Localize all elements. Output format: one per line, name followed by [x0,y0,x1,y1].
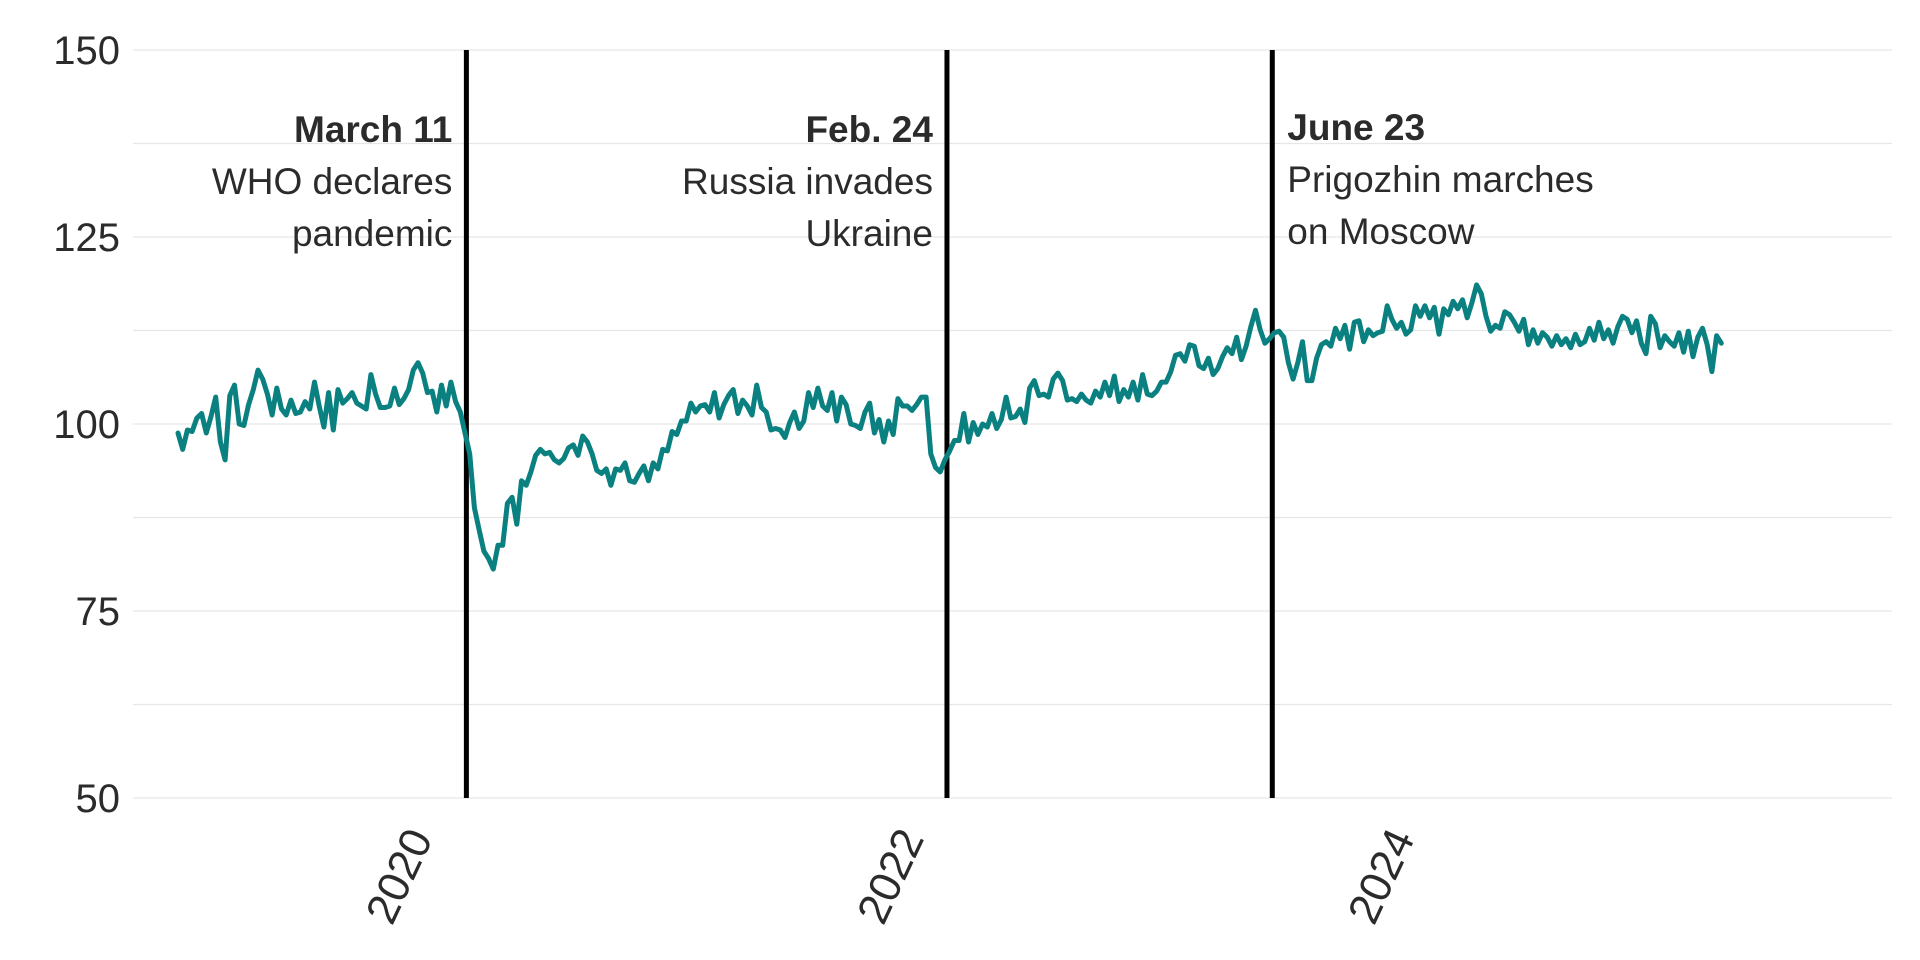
annotation-text: pandemic [292,213,452,254]
annotation-text: Russia invades [682,161,933,202]
x-axis-ticks: 2020 2022 2024 [357,822,1425,931]
x-tick-label: 2022 [848,822,934,931]
y-axis-ticks: 50 75 100 125 150 [53,29,120,821]
y-tick-label: 125 [53,216,120,260]
annotation-text: Ukraine [805,213,933,254]
annotation-text: on Moscow [1287,211,1474,252]
annotation-date: March 11 [294,109,452,150]
y-tick-label: 150 [53,29,120,73]
y-tick-label: 75 [76,590,121,634]
series-layer [175,282,1724,572]
y-tick-label: 100 [53,403,120,447]
annotation-text: WHO declares [212,161,453,202]
series-line [175,282,1724,572]
annotation-date: June 23 [1287,107,1425,148]
event-lines [463,50,1275,798]
x-tick-label: 2024 [1339,822,1425,931]
annotations: March 11 WHO declares pandemic Feb. 24 Russi… [212,107,1594,254]
annotation-text: Prigozhin marches [1287,159,1593,200]
gridlines [133,49,1892,799]
y-tick-label: 50 [76,777,121,821]
x-tick-label: 2020 [357,822,443,931]
annotation-date: Feb. 24 [805,109,933,150]
